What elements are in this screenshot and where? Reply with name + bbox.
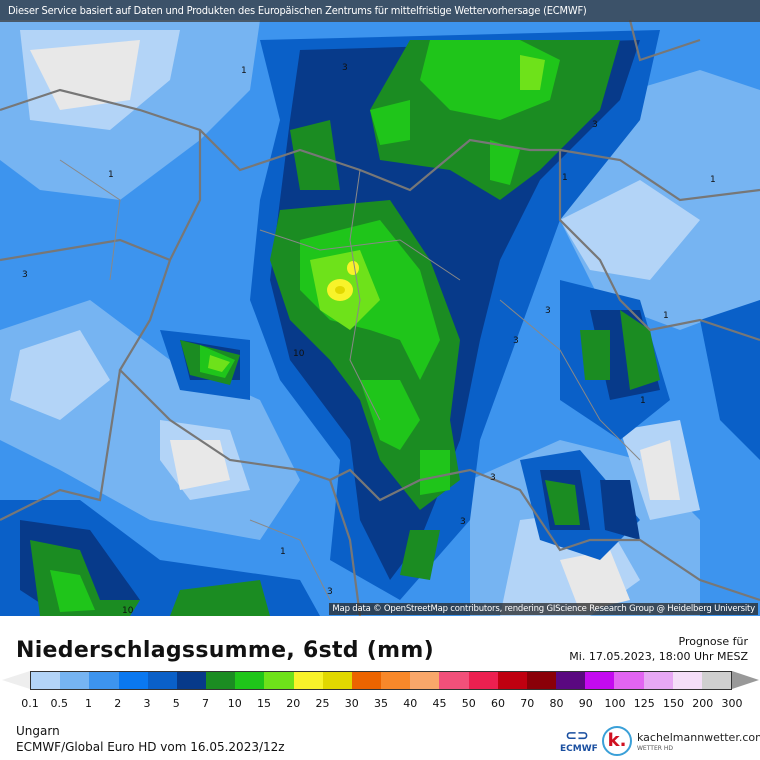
legend-tick-label: 150 <box>663 697 684 710</box>
legend-swatch <box>176 672 207 689</box>
contour-label: 1 <box>108 170 114 180</box>
map-canvas: 1 3 1 1 3 3 10 3 3 1 1 3 1 1 3 3 10 <box>0 0 760 616</box>
contour-label: 3 <box>513 336 519 346</box>
contour-label: 3 <box>460 517 466 527</box>
contour-label: 10 <box>122 606 134 616</box>
legend-tick-label: 60 <box>491 697 505 710</box>
precipitation-map[interactable]: 1 3 1 1 3 3 10 3 3 1 1 3 1 1 3 3 10 Dies… <box>0 0 760 616</box>
legend-swatch <box>468 672 498 689</box>
legend-swatch <box>31 672 61 689</box>
legend-tick-label: 80 <box>549 697 564 710</box>
ecmwf-logo: ⊂⊃ ECMWF <box>560 728 598 754</box>
legend-tick-label: 30 <box>344 697 359 710</box>
forecast-datetime: Mi. 17.05.2023, 18:00 Uhr MESZ <box>569 650 748 663</box>
contour-label: 3 <box>22 270 28 280</box>
legend-swatch <box>701 672 732 689</box>
legend-swatch <box>147 672 177 689</box>
region-borders <box>59 159 641 601</box>
legend-tick-label: 100 <box>604 697 626 710</box>
color-legend-bar <box>30 671 732 690</box>
forecast-info: Prognose für Mi. 17.05.2023, 18:00 Uhr M… <box>569 634 748 664</box>
legend-over-arrow <box>732 671 759 689</box>
map-attribution: Map data © OpenStreetMap contributors, r… <box>329 603 758 615</box>
ecmwf-logo-text: ECMWF <box>560 744 598 754</box>
legend-tick-label: 125 <box>633 697 655 710</box>
country-borders <box>0 19 760 616</box>
legend-swatch <box>60 672 90 689</box>
legend-swatch <box>206 672 236 689</box>
legend-tick-label: 0.5 <box>50 697 69 710</box>
kachelmann-subtext: WETTER HD <box>637 745 673 752</box>
contour-label: 3 <box>592 120 598 130</box>
legend-tick-label: 10 <box>227 697 242 710</box>
model-run: ECMWF/Global Euro HD vom 16.05.2023/12z <box>16 740 285 754</box>
legend-swatch <box>585 672 615 689</box>
legend-tick-label: 35 <box>374 697 388 710</box>
kachelmann-text: kachelmannwetter.com <box>637 731 760 744</box>
legend-swatch <box>264 672 294 689</box>
legend-tick-label: 70 <box>520 697 535 710</box>
legend-swatch <box>118 672 148 689</box>
map-title: Niederschlagssumme, 6std (mm) <box>16 638 434 663</box>
region-name: Ungarn <box>16 724 60 738</box>
legend-tick-label: 1 <box>85 697 92 710</box>
legend-under-arrow <box>2 671 30 689</box>
contour-label: 3 <box>490 473 496 483</box>
legend-swatch <box>672 672 702 689</box>
legend-swatch <box>643 672 673 689</box>
kachelmann-logo: k. <box>602 726 632 756</box>
legend-tick-label: 50 <box>461 697 476 710</box>
legend-tick-label: 25 <box>315 697 330 710</box>
legend-swatch <box>614 672 644 689</box>
legend-tick-label: 20 <box>286 697 301 710</box>
legend-swatch <box>235 672 265 689</box>
contour-label: 1 <box>562 173 568 183</box>
contour-label: 3 <box>545 306 551 316</box>
legend-tick-label: 0.1 <box>21 697 39 710</box>
legend-tick-label: 15 <box>257 697 271 710</box>
legend-swatch <box>410 672 440 689</box>
legend-tick-label: 90 <box>578 697 593 710</box>
contour-label: 10 <box>293 349 305 359</box>
contour-label: 1 <box>280 547 286 557</box>
precip-20-25-core <box>327 261 359 301</box>
ecmwf-banner: Dieser Service basiert auf Daten und Pro… <box>0 0 760 22</box>
legend-tick-label: 40 <box>403 697 418 710</box>
contour-label: 3 <box>327 587 333 597</box>
legend-swatch <box>556 672 586 689</box>
forecast-label: Prognose für <box>678 635 749 648</box>
contour-label: 1 <box>241 66 247 76</box>
no-precip-areas <box>30 40 680 612</box>
contour-labels: 1 3 1 1 3 3 10 3 3 1 1 3 1 1 3 3 10 <box>22 63 716 616</box>
legend-swatch <box>89 672 119 689</box>
legend-tick-label: 2 <box>114 697 122 710</box>
legend-tick-label: 7 <box>202 697 209 710</box>
legend-tick-label: 5 <box>172 697 180 710</box>
contour-label: 1 <box>663 311 669 321</box>
legend-tick-label: 3 <box>143 697 151 710</box>
legend-swatch <box>322 672 352 689</box>
legend-swatch <box>293 672 323 689</box>
legend-tick-label: 300 <box>721 697 743 710</box>
contour-label: 3 <box>342 63 348 73</box>
legend-tick-label: 45 <box>432 697 447 710</box>
legend-swatch <box>497 672 527 689</box>
legend-swatch <box>381 672 411 689</box>
legend-swatch <box>526 672 557 689</box>
contour-label: 1 <box>710 175 716 185</box>
legend-swatch <box>439 672 469 689</box>
legend-swatch <box>351 672 382 689</box>
legend-ticks: 0.1 0.5 1 2 3 5 7 10 15 20 25 30 35 40 45 50 60 70 80 90 100… <box>21 697 742 711</box>
legend-tick-label: 200 <box>692 697 714 710</box>
contour-label: 1 <box>640 396 646 406</box>
